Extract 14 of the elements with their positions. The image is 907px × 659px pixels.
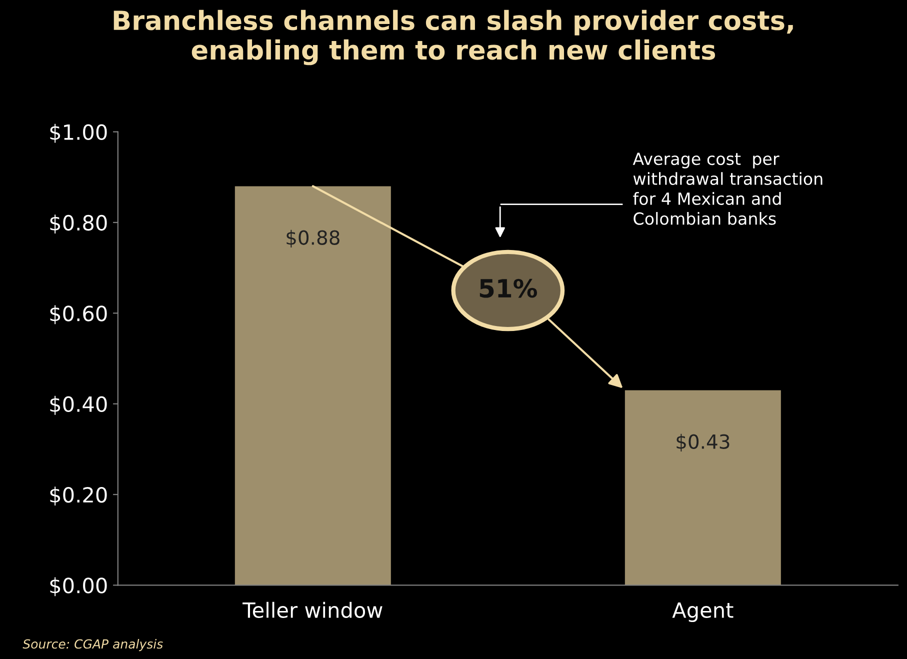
y-tick-label: $1.00 [50, 124, 107, 143]
annotation: Average cost per withdrawal transaction for 4 Mexican and Colombian banks [632, 152, 822, 225]
source-note: Source: CGAP analysis [22, 638, 163, 652]
chart-title: Branchless channels can slash provider costs, enabling them to reach new clients [114, 10, 793, 66]
y-tick-label: $0.20 [50, 486, 107, 506]
y-tick-label: $0.60 [50, 305, 107, 324]
data-label: $0.43 [676, 434, 730, 452]
x-tick-label: Teller window [242, 602, 382, 618]
y-tick-label: $0.00 [50, 577, 107, 596]
y-tick-label: $0.80 [50, 214, 107, 234]
data-label: $0.88 [286, 230, 340, 248]
y-tick-label: $0.40 [50, 396, 107, 415]
annotation: 51% [480, 278, 538, 298]
x-tick-label: Agent [672, 602, 734, 622]
